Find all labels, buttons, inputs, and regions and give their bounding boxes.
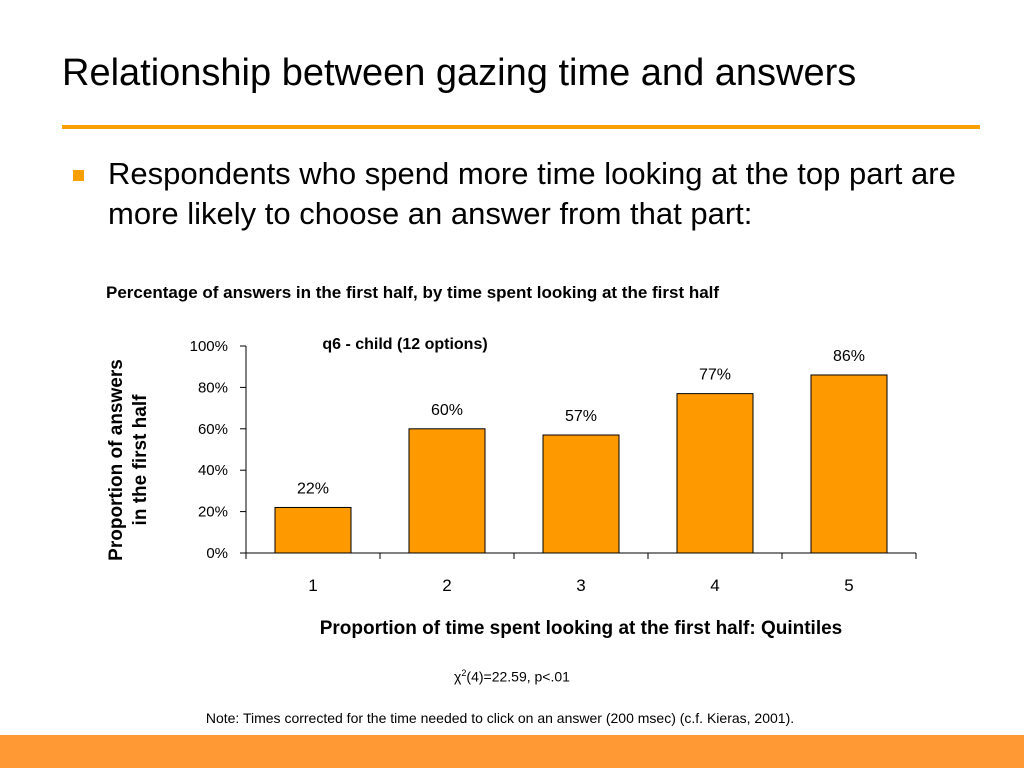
y-axis-label-line-2: in the first half bbox=[130, 394, 151, 526]
bar bbox=[274, 506, 352, 554]
bar bbox=[810, 374, 888, 554]
chart-title: Percentage of answers in the first half,… bbox=[106, 283, 720, 302]
bar bbox=[542, 434, 620, 554]
footer-band bbox=[0, 735, 1024, 768]
x-tick-label: 5 bbox=[844, 576, 853, 595]
bar bbox=[676, 393, 754, 554]
y-tick-label: 0% bbox=[206, 545, 228, 562]
slide-title: Relationship between gazing time and ans… bbox=[62, 52, 857, 94]
data-label: 77% bbox=[699, 367, 731, 384]
bullet-text: Respondents who spend more time looking … bbox=[108, 156, 956, 231]
x-tick-label: 2 bbox=[442, 576, 451, 595]
chi-exponent: 2 bbox=[461, 668, 467, 678]
bar bbox=[408, 428, 486, 554]
data-label: 86% bbox=[833, 348, 865, 365]
y-tick-label: 80% bbox=[198, 379, 228, 396]
chi-symbol: χ bbox=[454, 668, 462, 685]
data-label: 57% bbox=[565, 408, 597, 425]
title-rule bbox=[62, 125, 980, 129]
bar-chart: 0% 20% 40% 60% 80% 100% 22% 1 60% 2 57% 3 77% 4 86% 5 q6… bbox=[106, 336, 917, 639]
data-label: 60% bbox=[431, 402, 463, 419]
x-axis-label: Proportion of time spent looking at the … bbox=[320, 618, 843, 639]
y-tick-label: 40% bbox=[198, 462, 228, 479]
footnote: Note: Times corrected for the time neede… bbox=[205, 710, 795, 726]
y-tick-label: 100% bbox=[190, 338, 228, 355]
chi-value: (4)=22.59, p<.01 bbox=[466, 668, 570, 685]
bullet-marker bbox=[73, 170, 84, 181]
x-tick-label: 3 bbox=[576, 576, 585, 595]
chart-subtitle: q6 - child (12 options) bbox=[322, 336, 487, 353]
y-tick-label: 20% bbox=[198, 504, 228, 521]
x-tick-label: 1 bbox=[308, 576, 317, 595]
y-tick-label: 60% bbox=[198, 421, 228, 438]
chi-square-stat: χ2(4)=22.59, p<.01 bbox=[0, 668, 1024, 685]
y-axis-label-line-1: Proportion of answers bbox=[106, 359, 127, 561]
x-tick-label: 4 bbox=[710, 576, 719, 595]
data-label: 22% bbox=[297, 480, 329, 497]
